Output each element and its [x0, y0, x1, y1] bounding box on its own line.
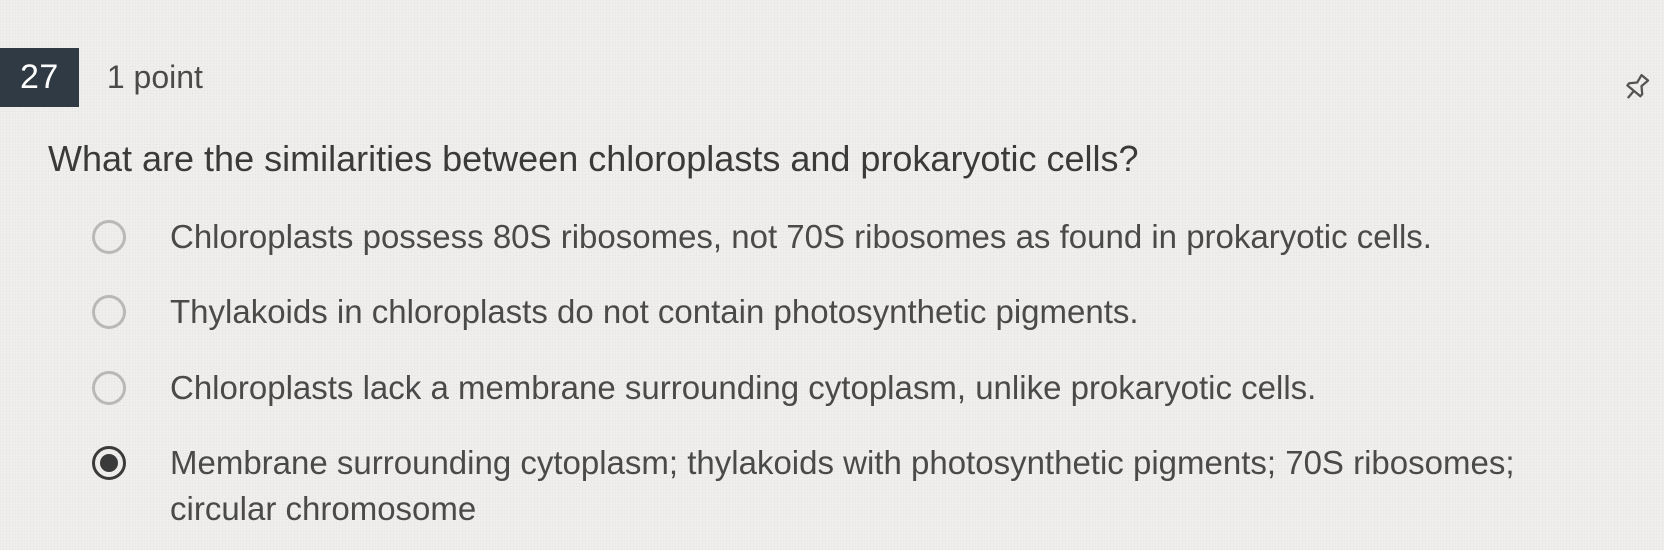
question-header: 27 1 point — [0, 48, 1600, 107]
option-0[interactable]: Chloroplasts possess 80S ribosomes, not … — [92, 214, 1600, 260]
option-text: Chloroplasts lack a membrane surrounding… — [170, 365, 1316, 411]
radio-icon[interactable] — [92, 371, 126, 405]
option-3[interactable]: Membrane surrounding cytoplasm; thylakoi… — [92, 440, 1600, 531]
question-card: 27 1 point What are the similarities bet… — [0, 0, 1664, 550]
radio-icon[interactable] — [92, 446, 126, 480]
question-stem: What are the similarities between chloro… — [48, 135, 1600, 184]
option-2[interactable]: Chloroplasts lack a membrane surrounding… — [92, 365, 1600, 411]
question-number-badge: 27 — [0, 48, 79, 107]
options-list: Chloroplasts possess 80S ribosomes, not … — [92, 214, 1600, 532]
option-text: Chloroplasts possess 80S ribosomes, not … — [170, 214, 1432, 260]
question-points: 1 point — [107, 59, 203, 96]
pin-icon[interactable] — [1609, 64, 1660, 116]
radio-icon[interactable] — [92, 220, 126, 254]
radio-icon[interactable] — [92, 295, 126, 329]
option-text: Membrane surrounding cytoplasm; thylakoi… — [170, 440, 1550, 531]
option-text: Thylakoids in chloroplasts do not contai… — [170, 289, 1139, 335]
option-1[interactable]: Thylakoids in chloroplasts do not contai… — [92, 289, 1600, 335]
